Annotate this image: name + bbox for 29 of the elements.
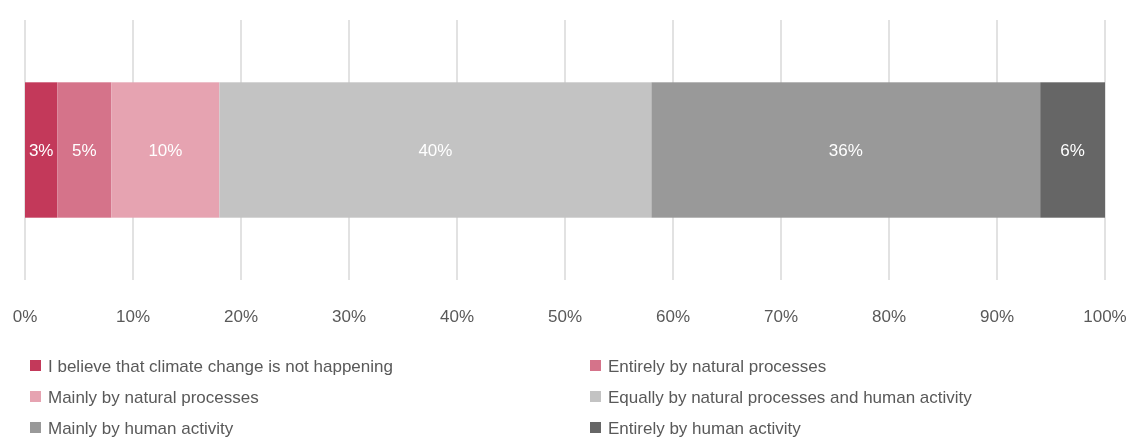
legend-label: Entirely by human activity	[608, 418, 802, 438]
x-tick-label: 100%	[1083, 307, 1127, 326]
x-tick-label: 50%	[547, 307, 583, 326]
bar	[219, 82, 652, 218]
legend-label: Equally by natural processes and human activity	[608, 387, 973, 407]
legend-label: Mainly by natural processes	[48, 387, 259, 407]
data-label: 36%	[828, 140, 863, 160]
x-tick-label: 90%	[979, 307, 1015, 326]
bar	[25, 82, 58, 218]
x-tick-label: 10%	[115, 307, 151, 326]
x-tick-label: 30%	[331, 307, 367, 326]
data-label: 3%	[28, 140, 54, 160]
data-label: 40%	[418, 140, 453, 160]
legend-label: I believe that climate change is not happening	[48, 356, 393, 376]
legend-label: Entirely by natural processes	[608, 356, 827, 376]
bar	[111, 82, 220, 218]
bar	[1040, 82, 1105, 218]
bar	[57, 82, 112, 218]
data-label: 5%	[72, 140, 97, 160]
x-tick-label: 20%	[223, 307, 259, 326]
x-tick-label: 0%	[12, 307, 38, 326]
x-tick-label: 70%	[763, 307, 799, 326]
data-label: 6%	[1060, 140, 1085, 160]
legend-label: Mainly by human activity	[48, 418, 234, 438]
bar	[651, 82, 1041, 218]
x-tick-label: 60%	[655, 307, 691, 326]
x-tick-label: 40%	[439, 307, 475, 326]
x-tick-label: 80%	[871, 307, 907, 326]
data-label: 10%	[148, 140, 183, 160]
